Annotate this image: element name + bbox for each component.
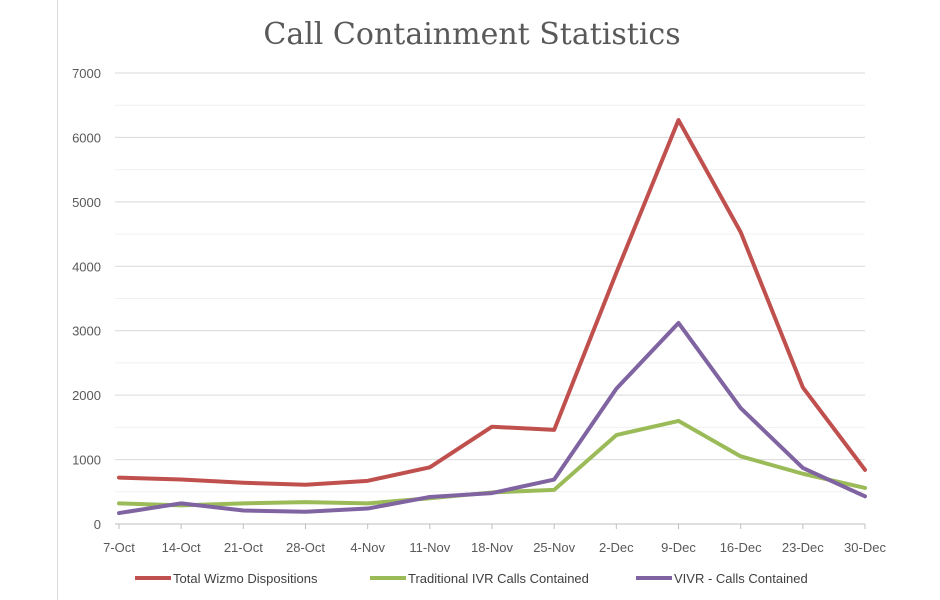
legend-label: Total Wizmo Dispositions <box>173 571 318 586</box>
x-tick-label: 23-Dec <box>782 540 824 555</box>
y-tick-label: 2000 <box>72 388 101 403</box>
x-tick-label: 18-Nov <box>471 540 513 555</box>
x-tick-label: 14-Oct <box>162 540 201 555</box>
y-tick-label: 7000 <box>72 66 101 81</box>
x-tick-label: 28-Oct <box>286 540 325 555</box>
x-tick-label: 7-Oct <box>103 540 135 555</box>
x-tick-label: 11-Nov <box>409 540 450 555</box>
series-line-0 <box>117 118 867 487</box>
y-tick-label: 1000 <box>72 453 101 468</box>
x-tick-label: 21-Oct <box>224 540 263 555</box>
x-tick-label: 25-Nov <box>533 540 575 555</box>
y-tick-label: 6000 <box>72 130 101 145</box>
legend-label: Traditional IVR Calls Contained <box>408 571 589 586</box>
y-tick-label: 0 <box>94 517 101 532</box>
y-tick-label: 5000 <box>72 195 101 210</box>
x-tick-label: 4-Nov <box>350 540 385 555</box>
window-border <box>57 0 58 600</box>
legend-label: VIVR - Calls Contained <box>674 571 808 586</box>
x-tick-label: 9-Dec <box>661 540 696 555</box>
x-tick-label: 2-Dec <box>599 540 634 555</box>
x-tick-label: 30-Dec <box>844 540 886 555</box>
y-tick-label: 3000 <box>72 324 101 339</box>
x-tick-label: 16-Dec <box>720 540 762 555</box>
series-line-2 <box>117 320 867 516</box>
y-tick-label: 4000 <box>72 259 101 274</box>
chart-title: Call Containment Statistics <box>263 17 680 52</box>
